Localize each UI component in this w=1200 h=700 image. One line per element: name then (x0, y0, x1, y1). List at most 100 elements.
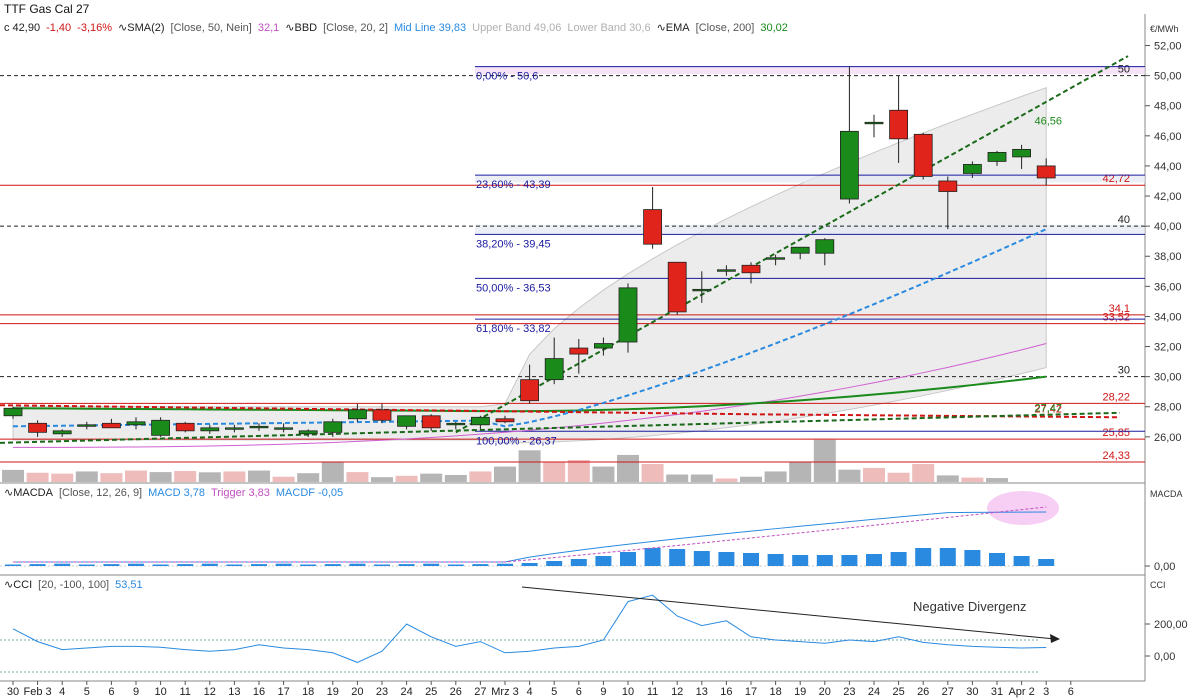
level-label: 50 (1118, 64, 1130, 76)
volume-bar (567, 460, 590, 482)
volume-bar (986, 478, 1008, 482)
macd-histogram-bar (644, 548, 661, 566)
candle-body (200, 427, 220, 432)
main-legend-item: c 42,90 (4, 22, 41, 34)
macd-histogram-bar (177, 564, 194, 566)
volume-bar (936, 475, 959, 482)
candle-body (741, 264, 761, 274)
candle-body (717, 269, 736, 272)
main-legend: c 42,90 -1,40 -3,16% ∿SMA(2) [Close, 50, Nei… (4, 21, 794, 34)
candle-body (175, 422, 195, 432)
candle-body (298, 430, 318, 435)
x-tick-label: 17 (745, 686, 757, 698)
volume-bar (494, 466, 516, 482)
volume-bar (223, 471, 246, 482)
candle-body (323, 421, 343, 433)
volume-bar (764, 471, 787, 482)
macd-histogram-bar (300, 564, 317, 566)
macd-histogram-bar (398, 564, 415, 566)
candle-body (569, 347, 589, 355)
instrument-title: TTF Gas Cal 27 (4, 2, 90, 16)
macd-histogram-bar (595, 556, 612, 566)
x-tick-label: 6 (108, 686, 114, 698)
x-tick-label: 12 (671, 686, 683, 698)
x-tick-label: 17 (277, 686, 289, 698)
macd-histogram-bar (841, 555, 858, 566)
volume-bar (420, 473, 443, 482)
x-tick-label: 13 (228, 686, 240, 698)
y-tick-label: 44,00 (1154, 161, 1182, 173)
y-tick-label: 48,00 (1154, 101, 1182, 113)
main-legend-item: [Close, 50, Nein] (170, 22, 252, 34)
volume-bar (51, 473, 74, 482)
main-legend-item: [Close, 20, 2] (323, 22, 388, 34)
fib-zone (475, 224, 1145, 234)
candle-body (77, 424, 97, 427)
x-tick-label: 11 (647, 686, 658, 698)
y-tick-label: 0,00 (1154, 651, 1175, 663)
x-tick-label: 23 (843, 686, 855, 698)
x-tick-label: 6 (576, 686, 582, 698)
main-legend-item: Lower Band 30,6 (567, 22, 651, 34)
cci-legend: ∿CCI [20, -100, 100] 53,51 (4, 578, 149, 591)
x-tick-label: 18 (769, 686, 781, 698)
macd-legend-item: MACDF -0,05 (275, 487, 344, 499)
volume-bar (149, 472, 172, 482)
macd-histogram-bar (816, 555, 833, 566)
volume-bar (125, 470, 147, 482)
x-tick-label: 30 (966, 686, 978, 698)
volume-bar (617, 454, 639, 482)
volume-bar (272, 476, 295, 482)
x-tick-label: 19 (327, 686, 339, 698)
x-tick-label: 27 (474, 686, 486, 698)
main-legend-item: 30,02 (760, 22, 788, 34)
volume-bar (690, 474, 713, 482)
volume-bar (912, 463, 935, 482)
macd-histogram-bar (226, 564, 243, 566)
y-tick-label: 200,00 (1154, 619, 1188, 631)
x-tick-label: 5 (84, 686, 90, 698)
candle-body (840, 130, 859, 200)
candle-body (397, 415, 417, 427)
y-tick-label: 50,00 (1154, 71, 1182, 83)
candle-body (790, 246, 810, 254)
x-tick-label: 30 (7, 686, 19, 698)
macd-histogram-bar (349, 563, 366, 566)
macd-histogram-bar (1013, 556, 1030, 566)
level-label: 25,85 (1102, 427, 1130, 439)
volume-bar (543, 461, 566, 482)
x-tick-label: 25 (425, 686, 437, 698)
macd-legend-item: ∿MACDA (4, 487, 53, 499)
macd-histogram-bar (29, 564, 46, 566)
volume-bar (321, 462, 344, 482)
macd-histogram-bar (374, 564, 390, 566)
volume-bar (518, 450, 541, 482)
y-tick-label: 42,00 (1154, 191, 1182, 203)
volume-bar (100, 473, 123, 482)
x-tick-label: Mrz 3 (491, 686, 519, 698)
macd-histogram-bar (743, 553, 759, 566)
macd-histogram-bar (669, 549, 686, 566)
x-tick-label: 13 (696, 686, 708, 698)
candle-body (3, 407, 23, 417)
fib-label: 38,20% - 39,45 (476, 238, 551, 250)
candle-body (1036, 165, 1056, 179)
value-label: 27,42 (1034, 403, 1062, 415)
macd-histogram-bar (866, 554, 882, 566)
candle-body (1012, 148, 1031, 158)
support-line (0, 404, 1121, 419)
x-tick-label: 16 (253, 686, 265, 698)
candle-body (274, 427, 294, 430)
candle-body (987, 151, 1007, 162)
volume-bar (248, 470, 270, 482)
macd-histogram-bar (472, 564, 489, 566)
level-label: 42,72 (1102, 173, 1130, 185)
macd-legend-item: [Close, 12, 26, 9] (58, 487, 143, 499)
volume-bar (444, 474, 467, 482)
x-tick-label: 10 (154, 686, 166, 698)
main-legend-item: ∿SMA(2) (118, 22, 165, 34)
volume-bar (469, 471, 492, 482)
unit-label: €/MWh (1150, 24, 1179, 34)
x-tick-label: 24 (868, 686, 880, 698)
